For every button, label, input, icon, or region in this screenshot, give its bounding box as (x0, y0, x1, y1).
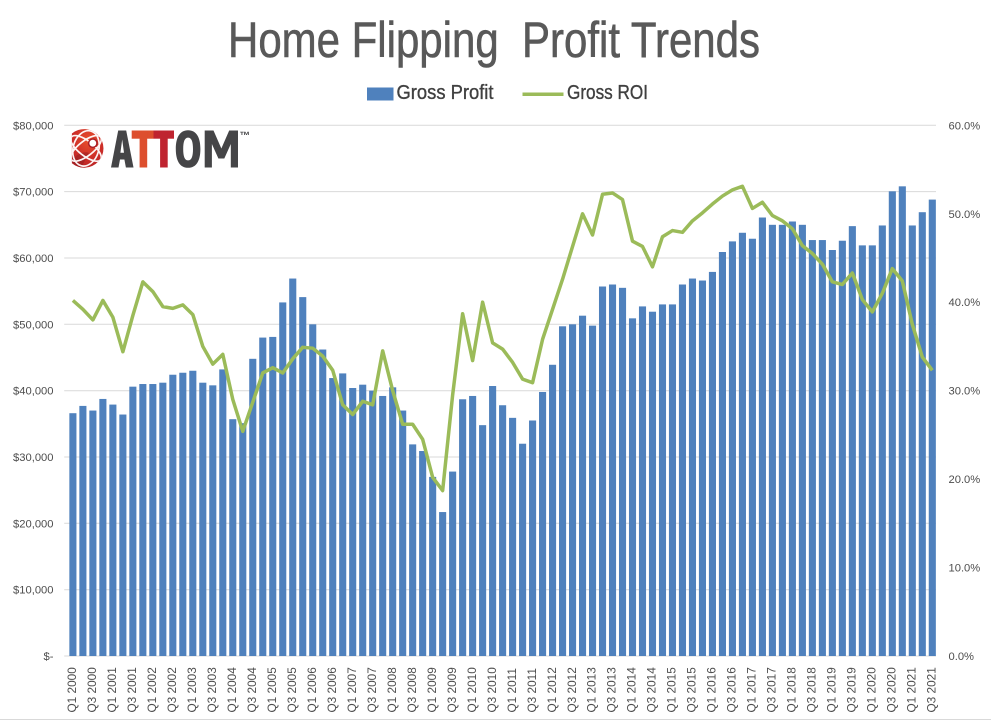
svg-text:Q3 2003: Q3 2003 (205, 667, 219, 713)
svg-text:$60,000: $60,000 (13, 253, 53, 265)
svg-text:Q1 2001: Q1 2001 (105, 667, 119, 712)
svg-text:Q1 2021: Q1 2021 (905, 667, 919, 712)
svg-text:30.0%: 30.0% (949, 386, 981, 398)
svg-text:60.0%: 60.0% (949, 120, 981, 132)
svg-text:Q3 2007: Q3 2007 (365, 667, 379, 712)
svg-text:Q3 2001: Q3 2001 (125, 667, 139, 712)
svg-text:Q1 2009: Q1 2009 (425, 667, 439, 712)
svg-text:Q3 2008: Q3 2008 (405, 667, 419, 713)
svg-text:Q1 2011: Q1 2011 (505, 668, 519, 712)
svg-text:Q1 2017: Q1 2017 (745, 667, 759, 712)
svg-text:$70,000: $70,000 (13, 187, 53, 199)
svg-text:$80,000: $80,000 (13, 120, 53, 132)
svg-text:Q1 2008: Q1 2008 (385, 667, 399, 713)
svg-text:Q3 2020: Q3 2020 (885, 667, 899, 713)
svg-text:20.0%: 20.0% (949, 474, 981, 486)
svg-text:Q3 2019: Q3 2019 (845, 667, 859, 712)
svg-text:Q1 2014: Q1 2014 (625, 667, 639, 713)
svg-text:Q3 2002: Q3 2002 (165, 667, 179, 712)
svg-text:Gross ROI: Gross ROI (567, 82, 648, 104)
svg-text:Q1 2012: Q1 2012 (545, 667, 559, 712)
svg-text:50.0%: 50.0% (949, 209, 981, 221)
svg-text:Q3 2017: Q3 2017 (765, 667, 779, 712)
svg-text:Q1 2019: Q1 2019 (825, 667, 839, 712)
svg-text:0.0%: 0.0% (949, 651, 975, 663)
svg-text:Q1 2007: Q1 2007 (345, 667, 359, 712)
svg-text:™: ™ (240, 130, 251, 142)
svg-text:Q3 2015: Q3 2015 (685, 667, 699, 713)
svg-text:Q1 2003: Q1 2003 (185, 667, 199, 713)
svg-text:Q3 2005: Q3 2005 (285, 667, 299, 713)
svg-text:Q3 2012: Q3 2012 (565, 667, 579, 712)
svg-text:Q1 2002: Q1 2002 (145, 667, 159, 712)
svg-text:$50,000: $50,000 (13, 319, 53, 331)
svg-text:Home Flipping Profit Trends: Home Flipping Profit Trends (228, 12, 760, 68)
svg-text:Q1 2010: Q1 2010 (465, 667, 479, 713)
svg-text:40.0%: 40.0% (949, 297, 981, 309)
svg-text:Q3 2021: Q3 2021 (925, 667, 939, 712)
svg-text:Q3 2016: Q3 2016 (725, 667, 739, 713)
svg-text:Q1 2006: Q1 2006 (305, 667, 319, 713)
svg-text:Q3 2006: Q3 2006 (325, 667, 339, 713)
svg-text:Q1 2005: Q1 2005 (265, 667, 279, 713)
svg-text:Q1 2020: Q1 2020 (865, 667, 879, 713)
svg-text:Q1 2018: Q1 2018 (785, 667, 799, 713)
svg-text:$-: $- (44, 651, 54, 663)
svg-text:$20,000: $20,000 (13, 518, 53, 530)
svg-text:Q3 2013: Q3 2013 (605, 667, 619, 713)
svg-text:Q3 2009: Q3 2009 (445, 667, 459, 712)
svg-text:Q3 2011: Q3 2011 (525, 668, 539, 712)
svg-text:Q1 2016: Q1 2016 (705, 667, 719, 713)
svg-text:Q1 2015: Q1 2015 (665, 667, 679, 713)
svg-text:Q1 2013: Q1 2013 (585, 667, 599, 713)
svg-text:Q3 2014: Q3 2014 (645, 667, 659, 713)
svg-text:Q3 2010: Q3 2010 (485, 667, 499, 713)
svg-text:$40,000: $40,000 (13, 386, 53, 398)
svg-text:Q3 2004: Q3 2004 (245, 667, 259, 713)
svg-text:10.0%: 10.0% (949, 563, 981, 575)
svg-text:$30,000: $30,000 (13, 452, 53, 464)
svg-text:Q1 2004: Q1 2004 (225, 667, 239, 713)
svg-text:Gross Profit: Gross Profit (397, 82, 494, 104)
svg-text:$10,000: $10,000 (13, 585, 53, 597)
svg-text:Q3 2018: Q3 2018 (805, 667, 819, 713)
svg-text:Q3 2000: Q3 2000 (85, 667, 99, 713)
svg-text:Q1 2000: Q1 2000 (65, 667, 79, 713)
